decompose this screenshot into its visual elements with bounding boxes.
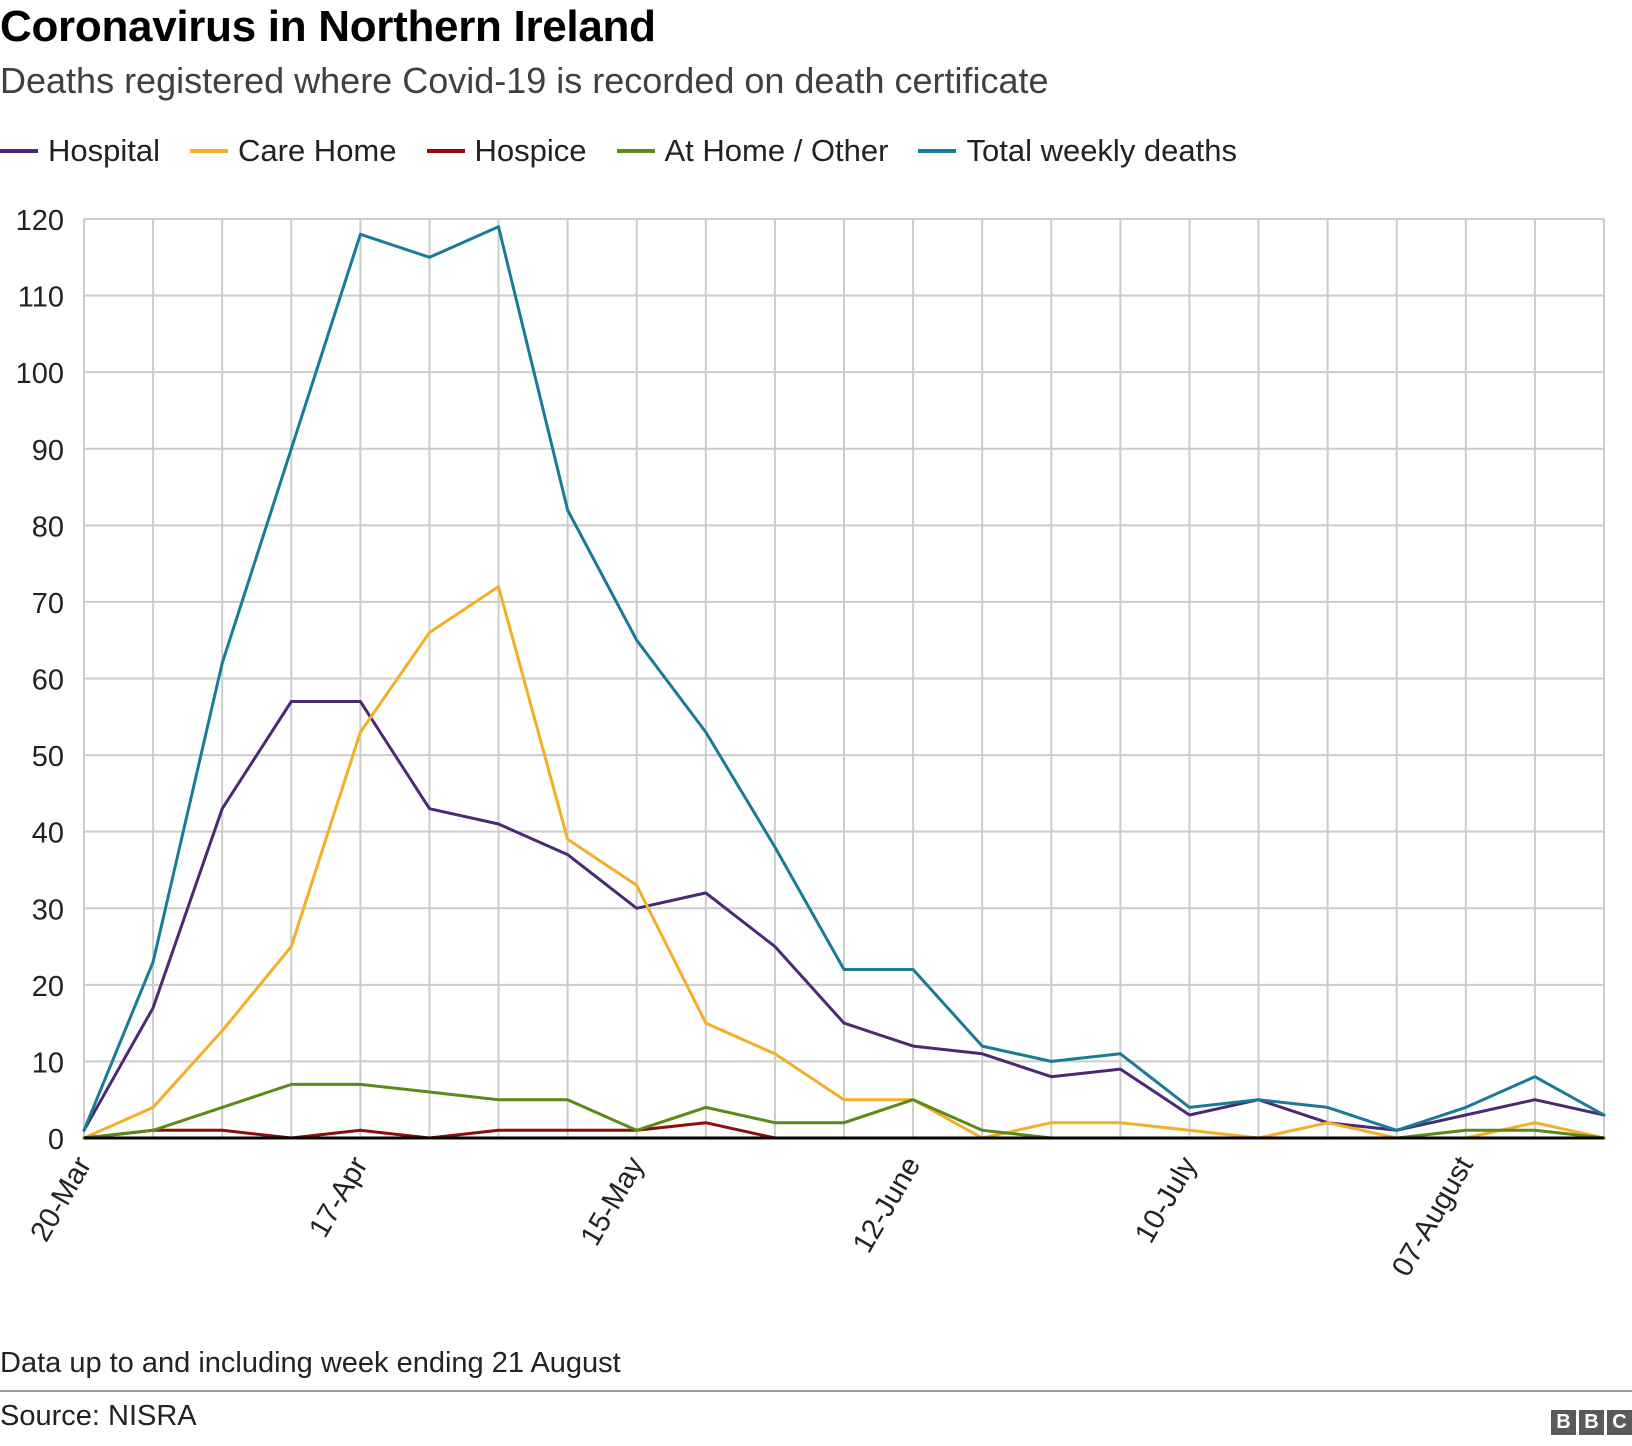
chart-title: Coronavirus in Northern Ireland bbox=[0, 2, 656, 51]
y-tick-label: 80 bbox=[32, 511, 64, 543]
x-tick-label: 07-August bbox=[1386, 1152, 1480, 1282]
legend-label-at-home-other: At Home / Other bbox=[664, 133, 889, 168]
legend-item-hospital: Hospital bbox=[0, 133, 160, 169]
legend-label-care-home: Care Home bbox=[238, 133, 397, 168]
series-line bbox=[82, 700, 1606, 1132]
legend-item-total-weekly-deaths: Total weekly deaths bbox=[918, 133, 1237, 169]
legend-swatch-care-home bbox=[190, 149, 228, 153]
bbc-logo-letter: B bbox=[1551, 1410, 1576, 1435]
bbc-logo: B B C bbox=[1551, 1410, 1632, 1435]
x-tick-label: 17-Apr bbox=[303, 1151, 374, 1243]
y-tick-label: 30 bbox=[32, 894, 64, 926]
y-tick-label: 110 bbox=[18, 282, 64, 314]
line-chart: 0 10 20 30 40 50 60 70 80 90 100 110 120 20-Mar 17-Apr… bbox=[16, 205, 1606, 1282]
legend: Hospital Care Home Hospice At Home / Oth… bbox=[0, 133, 1267, 169]
chart-subtitle: Deaths registered where Covid-19 is reco… bbox=[0, 60, 1049, 101]
legend-label-hospital: Hospital bbox=[48, 133, 160, 168]
y-tick-label: 70 bbox=[32, 588, 64, 620]
y-tick-label: 100 bbox=[16, 358, 64, 390]
y-tick-label: 120 bbox=[16, 205, 64, 237]
x-tick-label: 12-June bbox=[847, 1152, 927, 1259]
x-tick-label: 10-July bbox=[1129, 1151, 1204, 1248]
legend-label-hospice: Hospice bbox=[474, 133, 587, 168]
bbc-logo-letter: B bbox=[1579, 1410, 1604, 1435]
series-line bbox=[82, 225, 1606, 1132]
legend-swatch-at-home-other bbox=[616, 149, 655, 153]
y-tick-label: 40 bbox=[32, 818, 64, 850]
footer-divider bbox=[0, 1390, 1632, 1392]
y-tick-label: 50 bbox=[32, 741, 64, 773]
data-note: Data up to and including week ending 21 … bbox=[0, 1347, 621, 1379]
series-line bbox=[82, 585, 1606, 1140]
x-tick-label: 20-Mar bbox=[24, 1151, 98, 1247]
legend-swatch-hospital bbox=[0, 149, 38, 153]
source-credit: Source: NISRA bbox=[0, 1400, 197, 1432]
y-tick-label: 90 bbox=[32, 435, 64, 467]
legend-swatch-total-weekly-deaths bbox=[918, 149, 957, 153]
bbc-logo-letter: C bbox=[1607, 1410, 1632, 1435]
legend-swatch-hospice bbox=[426, 149, 465, 153]
legend-label-total-weekly-deaths: Total weekly deaths bbox=[966, 133, 1238, 168]
y-tick-label: 10 bbox=[32, 1047, 64, 1079]
legend-item-at-home-other: At Home / Other bbox=[616, 133, 889, 169]
y-tick-label: 0 bbox=[48, 1124, 64, 1156]
legend-item-hospice: Hospice bbox=[426, 133, 587, 169]
y-tick-label: 60 bbox=[32, 665, 64, 697]
legend-item-care-home: Care Home bbox=[190, 133, 397, 169]
x-tick-label: 15-May bbox=[575, 1151, 651, 1251]
y-tick-label: 20 bbox=[32, 971, 64, 1003]
